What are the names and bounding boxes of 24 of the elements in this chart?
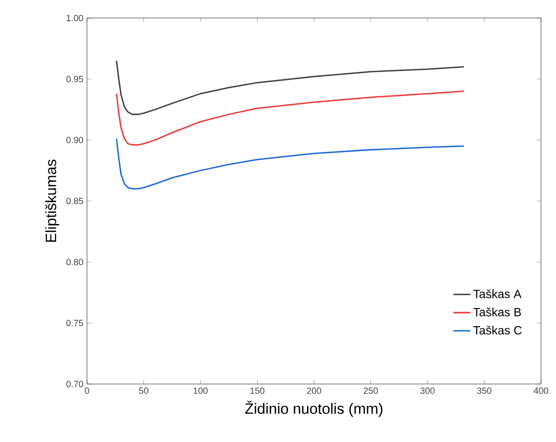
- legend-label: Taškas A: [473, 289, 522, 298]
- legend-label: Taškas B: [473, 308, 521, 316]
- y-axis-title: Eliptiškumas: [45, 160, 60, 242]
- line-series: [116, 138, 465, 190]
- y-tick-label: 0.95: [66, 76, 84, 82]
- x-tick-label: 350: [477, 388, 492, 394]
- y-tick-label: 1.00: [66, 14, 84, 22]
- y-tick-label: 0.90: [66, 136, 84, 144]
- x-tick-label: 400: [534, 388, 548, 394]
- y-tick-label: 0.85: [66, 198, 84, 204]
- x-tick-label: 250: [364, 388, 378, 394]
- line-series: [116, 90, 465, 146]
- line-series: [116, 60, 465, 116]
- x-tick-label: 100: [194, 388, 208, 394]
- x-tick-label: 50: [139, 388, 148, 394]
- x-tick-label: 0: [84, 388, 90, 394]
- x-tick-label: 150: [250, 388, 264, 394]
- x-tick-label: 200: [306, 388, 322, 394]
- x-tick-label: 300: [420, 388, 435, 394]
- x-axis-title: Židinio nuotolis (mm): [245, 400, 382, 417]
- y-tick-label: 0.70: [66, 380, 84, 388]
- legend-label: Taškas C: [473, 326, 522, 335]
- y-tick-label: 0.75: [66, 320, 84, 326]
- y-tick-label: 0.80: [66, 258, 84, 266]
